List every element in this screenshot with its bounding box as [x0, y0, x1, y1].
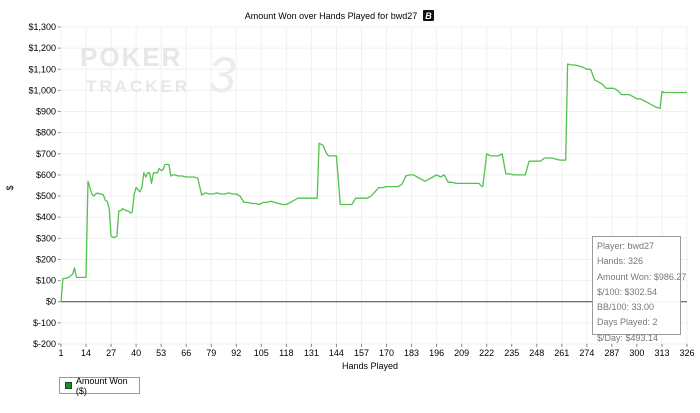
y-tick-labels: $-200 $-100 $0 $100 $200 $300 $400 $500 $600 $700…	[28, 22, 56, 349]
chart-title: Amount Won over Hands Played for bwd27	[245, 11, 417, 21]
x-tick-label: 157	[354, 348, 369, 358]
y-tick-label: $-200	[33, 339, 56, 349]
x-axis-title: Hands Played	[342, 361, 398, 371]
y-tick-label: $300	[36, 233, 56, 243]
x-tick-label: 66	[181, 348, 191, 358]
legend[interactable]: Amount Won ($)	[59, 375, 140, 396]
x-tick-label: 92	[231, 348, 241, 358]
y-tick-label: $1,200	[28, 43, 56, 53]
x-tick-label: 40	[131, 348, 141, 358]
y-tick-label: $200	[36, 254, 56, 264]
y-axis-title: $	[5, 185, 15, 190]
player-stats-box: Player: bwd27 Hands: 326 Amount Won: $98…	[592, 236, 687, 343]
x-tick-label: 326	[679, 348, 694, 358]
y-tick-label: $500	[36, 191, 56, 201]
x-tick-label: 183	[404, 348, 419, 358]
stat-player: Player: bwd27	[597, 241, 655, 251]
series-group	[60, 63, 687, 302]
x-tick-label: 313	[654, 348, 669, 358]
x-tick-label: 53	[156, 348, 166, 358]
x-tick-label: 79	[206, 348, 216, 358]
y-tick-label: $600	[36, 170, 56, 180]
x-tick-label: 300	[629, 348, 644, 358]
stat-hands: Hands: 326	[597, 256, 644, 267]
x-tick-label: 27	[106, 348, 116, 358]
x-tick-label: 248	[529, 348, 544, 358]
y-tick-label: $900	[36, 107, 56, 117]
legend-label: Amount Won ($)	[75, 375, 128, 396]
x-tick-label: 118	[279, 348, 293, 358]
y-tick-label: $1,300	[28, 22, 56, 32]
grid	[58, 26, 688, 347]
x-tick-label: 196	[429, 348, 444, 358]
x-tick-label: 287	[604, 348, 619, 358]
x-tick-label: 222	[479, 348, 494, 358]
x-tick-label: 209	[454, 348, 469, 358]
title-badge[interactable]: B	[423, 10, 434, 21]
y-tick-label: $0	[46, 297, 56, 307]
x-tick-labels: 1 14 27 40 53 66 79 92 105 118 131 144 157 170 183 196 2…	[58, 348, 694, 358]
y-tick-label: $800	[36, 128, 56, 138]
y-tick-label: $1,100	[28, 64, 56, 74]
x-tick-label: 144	[329, 348, 344, 358]
y-tick-label: $400	[36, 212, 56, 222]
y-tick-label: $1,000	[28, 85, 56, 95]
stat-per-day: $/Day: $493.14	[597, 332, 659, 343]
series-line-amount-won	[60, 63, 687, 302]
y-tick-label: $-100	[33, 318, 56, 328]
x-tick-label: 14	[81, 348, 91, 358]
y-tick-label: $700	[36, 149, 56, 159]
x-tick-label: 170	[379, 348, 394, 358]
stat-days-played: Days Played: 2	[597, 317, 658, 328]
x-tick-label: 235	[504, 348, 519, 358]
y-tick-label: $100	[36, 276, 56, 286]
stat-amount-won: Amount Won: $986.27	[597, 271, 687, 282]
plot-area	[60, 26, 688, 345]
x-tick-label: 105	[254, 348, 269, 358]
x-tick-label: 274	[579, 348, 594, 358]
x-tick-label: 131	[304, 348, 319, 358]
stat-per-100: $/100: $302.54	[597, 286, 658, 297]
stat-bb-per-100: BB/100: 33.00	[597, 302, 655, 313]
x-tick-label: 1	[58, 348, 63, 358]
x-tick-label: 261	[554, 348, 569, 358]
legend-swatch	[65, 382, 72, 389]
